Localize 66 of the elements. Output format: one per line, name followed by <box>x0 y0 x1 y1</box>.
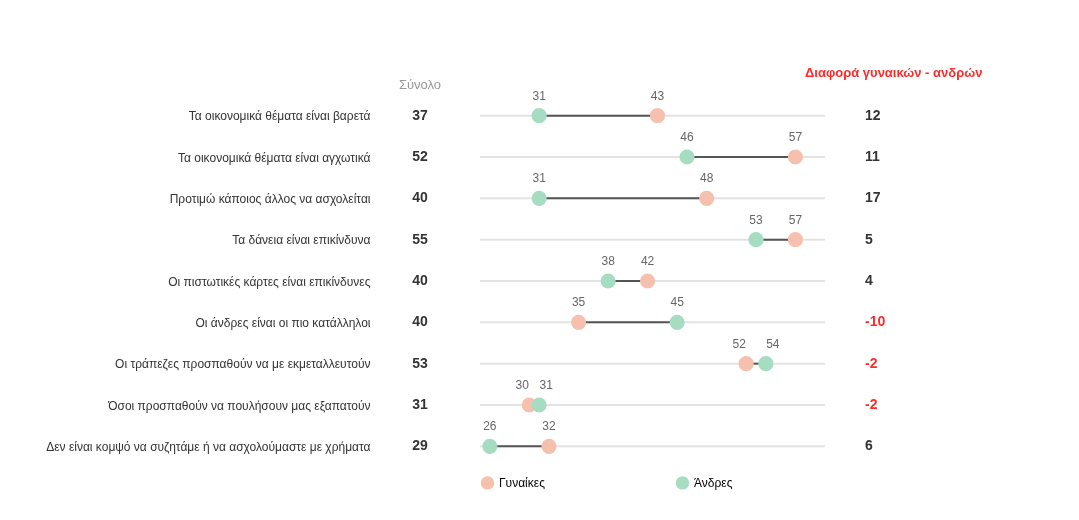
data-label: 57 <box>788 212 803 227</box>
point <box>600 273 616 289</box>
point <box>748 232 764 248</box>
text: 40 <box>412 272 428 288</box>
text: 12 <box>865 106 881 123</box>
legend-label: Άνδρες <box>694 475 733 490</box>
point <box>738 356 754 372</box>
text: -2 <box>865 354 878 371</box>
data-label: 31 <box>532 88 547 103</box>
data-label: 42 <box>640 254 655 268</box>
point <box>679 149 695 165</box>
text: -2 <box>865 396 878 412</box>
data-label: 30 <box>515 378 530 392</box>
point <box>531 108 547 124</box>
point <box>541 438 557 454</box>
data-label: 45 <box>670 295 685 310</box>
text: 4 <box>865 272 873 288</box>
data-label: 31 <box>532 171 547 186</box>
point <box>669 314 685 330</box>
data-label: 38 <box>601 254 616 268</box>
data-label: 54 <box>766 336 780 351</box>
point <box>758 356 774 372</box>
data-label: 53 <box>749 212 763 227</box>
text: 17 <box>865 189 881 206</box>
text: 37 <box>412 106 428 123</box>
text: 31 <box>412 396 428 412</box>
y-tick-label: Οι άνδρες είναι οι πιο κατάλληλοι <box>195 315 371 330</box>
data-label: 46 <box>680 130 694 144</box>
y-tick-label: Προτιμώ κάποιος άλλος να ασχολείται <box>169 191 371 206</box>
data-label: 43 <box>650 88 665 103</box>
data-label: 32 <box>542 419 556 434</box>
point <box>531 190 547 206</box>
legend-label: Γυναίκες <box>499 475 546 490</box>
text: 40 <box>412 189 428 206</box>
y-tick-label: Οι τράπεζες προσπαθούν να με εκμεταλλευτούν <box>115 357 371 372</box>
data-label: 52 <box>732 336 747 351</box>
data-label: 57 <box>788 130 803 144</box>
text: 40 <box>412 313 428 330</box>
data-label: 31 <box>539 378 554 392</box>
point <box>482 438 498 454</box>
point <box>699 190 715 206</box>
y-tick-label: Τα οικονομικά θέματα είναι βαρετά <box>188 109 371 124</box>
point <box>649 108 666 124</box>
y-tick-label: Τα δάνεια είναι επικίνδυνα <box>232 233 371 248</box>
text: Σύνολο <box>398 77 442 92</box>
text: 52 <box>412 148 428 164</box>
point <box>787 232 804 248</box>
data-label: 35 <box>571 295 586 310</box>
text: 53 <box>412 354 428 371</box>
y-tick-label: Όσοι προσπαθούν να πουλήσουν μας εξαπατούν <box>107 398 371 413</box>
point <box>570 314 587 330</box>
y-tick-label: Δεν είναι κομψό να συζητάμε ή να ασχολούμαστε με χρήματα <box>46 439 371 454</box>
text: 11 <box>865 148 881 164</box>
text: 6 <box>865 437 873 454</box>
point <box>639 273 656 289</box>
data-label: 26 <box>483 419 497 434</box>
point <box>787 149 804 165</box>
text: 5 <box>865 230 873 247</box>
text: 55 <box>412 230 428 247</box>
data-label: 48 <box>700 171 714 186</box>
y-tick-label: Οι πιστωτικές κάρτες είναι επικίνδυνες <box>168 274 371 289</box>
text: -10 <box>865 313 886 330</box>
point <box>531 397 547 413</box>
text: Διαφορά γυναικών - ανδρών <box>805 65 983 80</box>
y-tick-label: Τα οικονομικά θέματα είναι αγχωτικά <box>177 150 371 165</box>
text: 29 <box>412 437 428 454</box>
